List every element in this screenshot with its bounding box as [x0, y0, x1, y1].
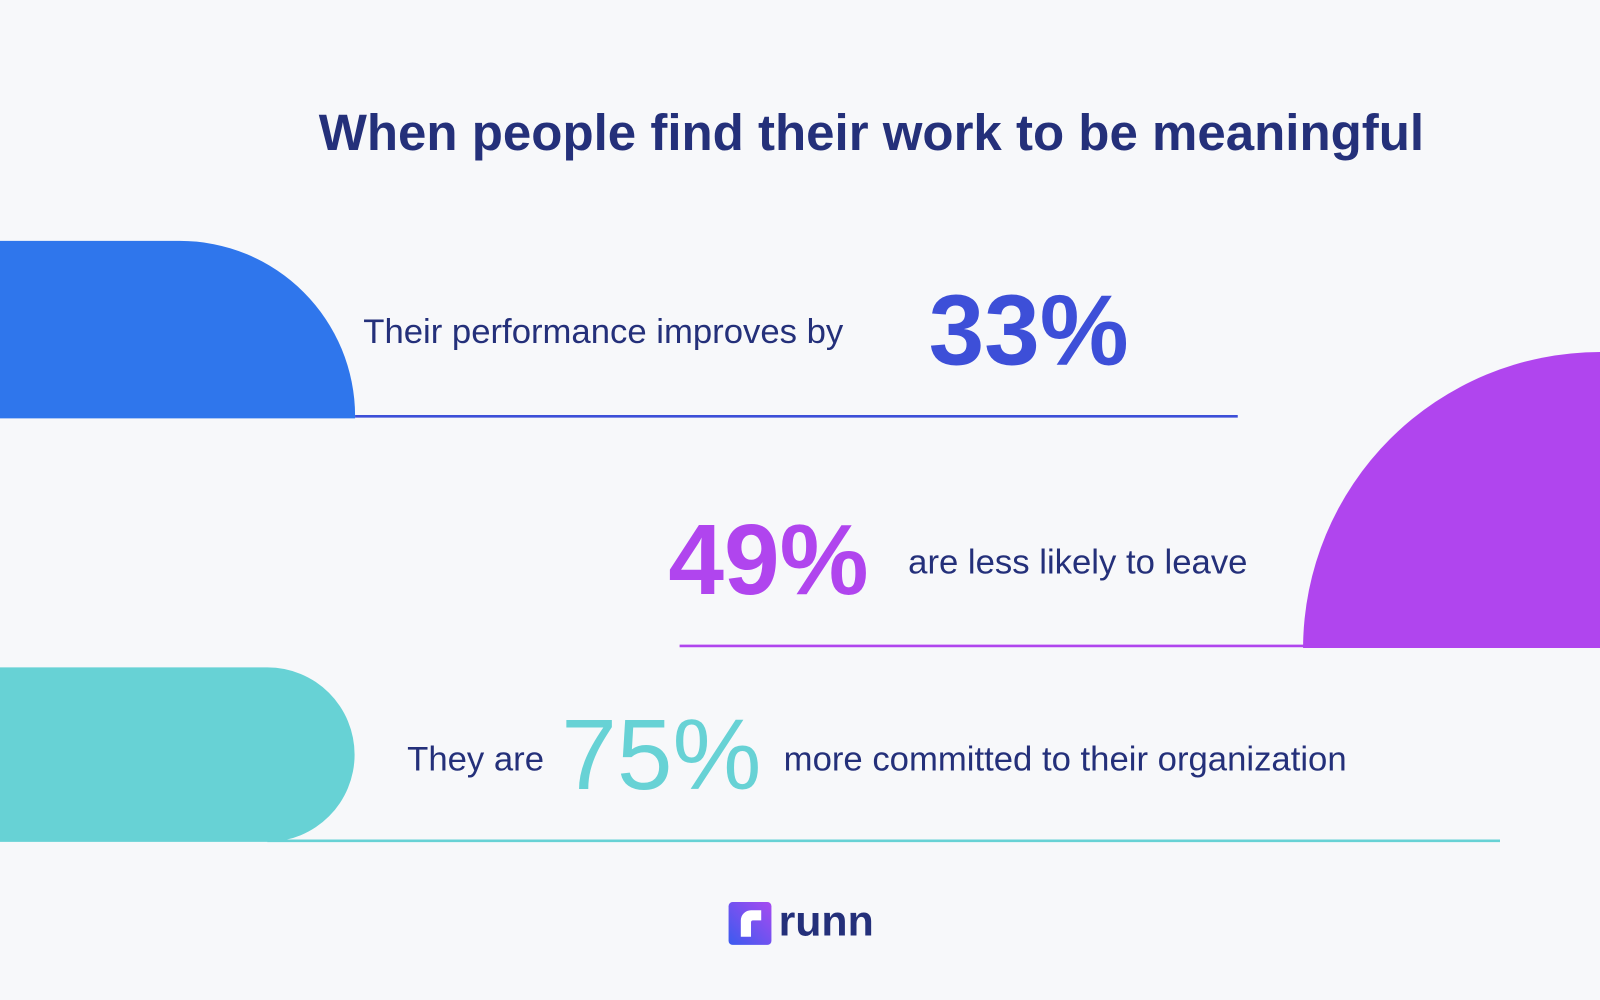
stat-text: They are — [407, 740, 544, 778]
blue-shape — [0, 240, 356, 419]
purple-shape — [1303, 352, 1600, 648]
stat-figure: 33% — [929, 274, 1129, 386]
title: When people find their work to be meanin… — [319, 104, 1424, 161]
stat-figure: 75% — [561, 699, 761, 811]
logo: runn — [728, 898, 874, 946]
stat-text: Their performance improves by — [363, 313, 844, 351]
stat-text: are less likely to leave — [908, 543, 1247, 581]
teal-shape — [0, 667, 355, 842]
stat-figure: 49% — [668, 504, 868, 616]
logo-glyph — [740, 910, 762, 937]
stat-text: more committed to their organization — [784, 740, 1347, 778]
logo-text: runn — [779, 898, 874, 946]
